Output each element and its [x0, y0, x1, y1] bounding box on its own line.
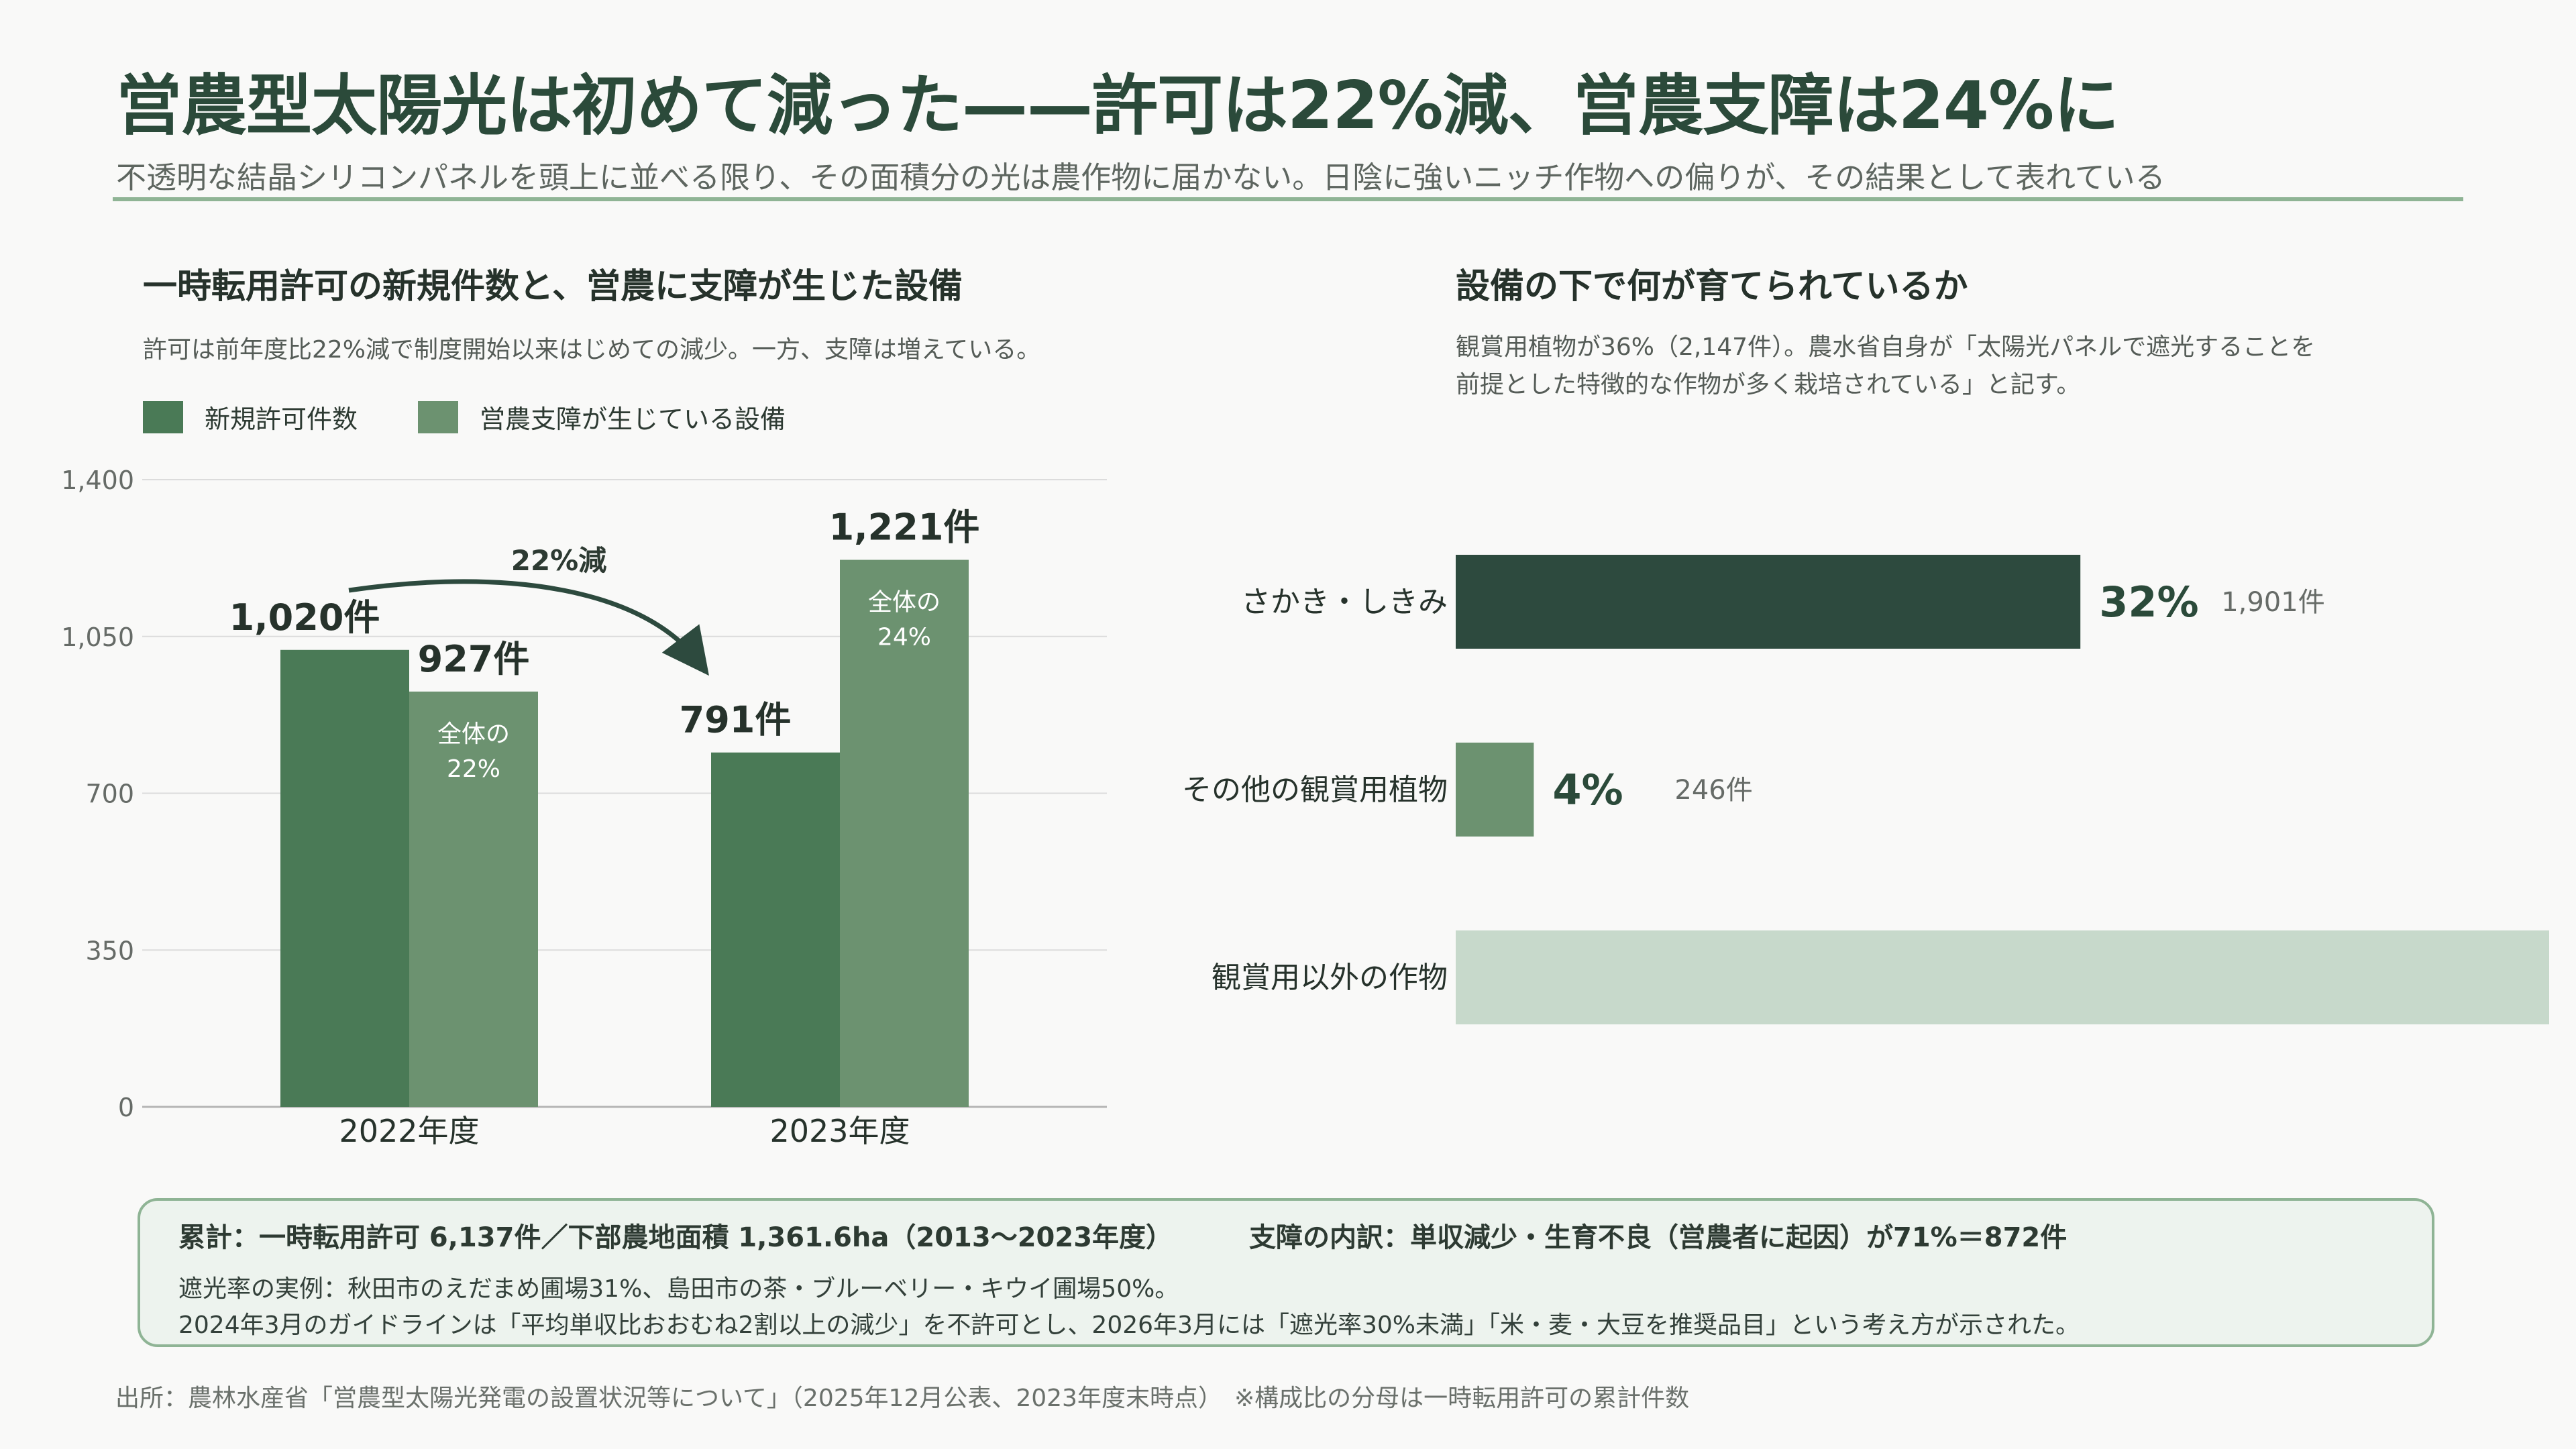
- hbar-percent-label: 32%: [2099, 578, 2198, 627]
- summary-cumulative: 累計：一時転用許可 6,137件／下部農地面積 1,361.6ha（2013〜2…: [178, 1222, 1173, 1253]
- left-panel-title: 一時転用許可の新規件数と、営農に支障が生じた設備: [143, 267, 963, 307]
- hbar-count-label: 1,901件: [2221, 587, 2325, 618]
- page-subtitle: 不透明な結晶シリコンパネルを頭上に並べる限り、その面積分の光は農作物に届かない。…: [116, 160, 2165, 195]
- summary-headline: 累計：一時転用許可 6,137件／下部農地面積 1,361.6ha（2013〜2…: [178, 1216, 2067, 1254]
- chart-legend: 新規許可件数 営農支障が生じている設備: [143, 398, 786, 435]
- bar-share-label: 24%: [877, 624, 931, 651]
- legend-swatch-hindrance: [418, 400, 459, 433]
- y-tick-label: 350: [85, 936, 134, 965]
- legend-label-hindrance: 営農支障が生じている設備: [480, 405, 786, 434]
- right-panel-description: 観賞用植物が36%（2,147件）。農水省自身が「太陽光パネルで遮光することを …: [1456, 329, 2315, 404]
- right-panel-description-line: 前提とした特徴的な作物が多く栽培されている」と記す。: [1456, 371, 2081, 398]
- left-panel-description: 許可は前年度比22%減で制度開始以来はじめての減少。一方、支障は増えている。: [143, 336, 1041, 364]
- legend-label-permits: 新規許可件数: [205, 405, 358, 434]
- y-tick-label: 1,400: [61, 466, 134, 495]
- x-category-label: 2022年度: [339, 1113, 479, 1149]
- bar-value-label: 1,221件: [829, 506, 980, 549]
- bar-hindrance: [840, 559, 969, 1107]
- hbar-category-label: その他の観賞用植物: [1182, 773, 1448, 807]
- bar-value-label: 927件: [418, 638, 530, 680]
- y-tick-label: 1,050: [61, 623, 134, 652]
- decrease-label: 22%減: [511, 544, 607, 577]
- hbar: [1456, 555, 2081, 649]
- source-note: 出所：農林水産省「営農型太陽光発電の設置状況等について」（2025年12月公表、…: [115, 1385, 1690, 1412]
- bar-share-label: 22%: [447, 755, 500, 783]
- bar-permits: [711, 752, 840, 1107]
- bar-share-label: 全体の: [868, 589, 941, 616]
- crop-breakdown-chart: さかき・しきみ32%1,901件その他の観賞用植物4%246件観賞用以外の作物6…: [1182, 555, 2549, 1024]
- bar-value-label: 1,020件: [229, 596, 380, 639]
- hbar-count-label: 246件: [1674, 775, 1752, 806]
- hbar-category-label: さかき・しきみ: [1241, 585, 1448, 619]
- summary-box: 累計：一時転用許可 6,137件／下部農地面積 1,361.6ha（2013〜2…: [138, 1198, 2434, 1347]
- bar-share-label: 全体の: [437, 720, 510, 748]
- summary-breakdown: 支障の内訳：単収減少・生育不良（営農者に起因）が71%＝872件: [1249, 1222, 2068, 1253]
- y-tick-label: 700: [85, 780, 134, 809]
- hbar: [1456, 743, 1534, 837]
- hbar: [1456, 930, 2549, 1024]
- summary-note-guideline: 2024年3月のガイドラインは「平均単収比おおむね2割以上の減少」を不許可とし、…: [178, 1311, 2080, 1339]
- bar-value-label: 791件: [680, 699, 792, 741]
- page-title: 営農型太陽光は初めて減った——許可は22%減、営農支障は24%に: [116, 68, 2119, 144]
- hbar-category-label: 観賞用以外の作物: [1212, 961, 1448, 995]
- y-tick-label: 0: [118, 1093, 134, 1122]
- hbar-percent-label: 4%: [1552, 765, 1623, 814]
- x-category-label: 2023年度: [769, 1113, 910, 1149]
- bar-hindrance: [409, 691, 538, 1107]
- right-panel-description-line: 観賞用植物が36%（2,147件）。農水省自身が「太陽光パネルで遮光することを: [1456, 333, 2316, 361]
- bar-permits: [280, 649, 409, 1107]
- decrease-arrow: [348, 579, 709, 676]
- summary-note-shading: 遮光率の実例：秋田市のえだまめ圃場31%、島田市の茶・ブルーベリー・キウイ圃場5…: [178, 1275, 1179, 1303]
- legend-swatch-permits: [143, 400, 183, 433]
- title-divider: [113, 197, 2463, 201]
- right-panel-title: 設備の下で何が育てられているか: [1456, 267, 1968, 307]
